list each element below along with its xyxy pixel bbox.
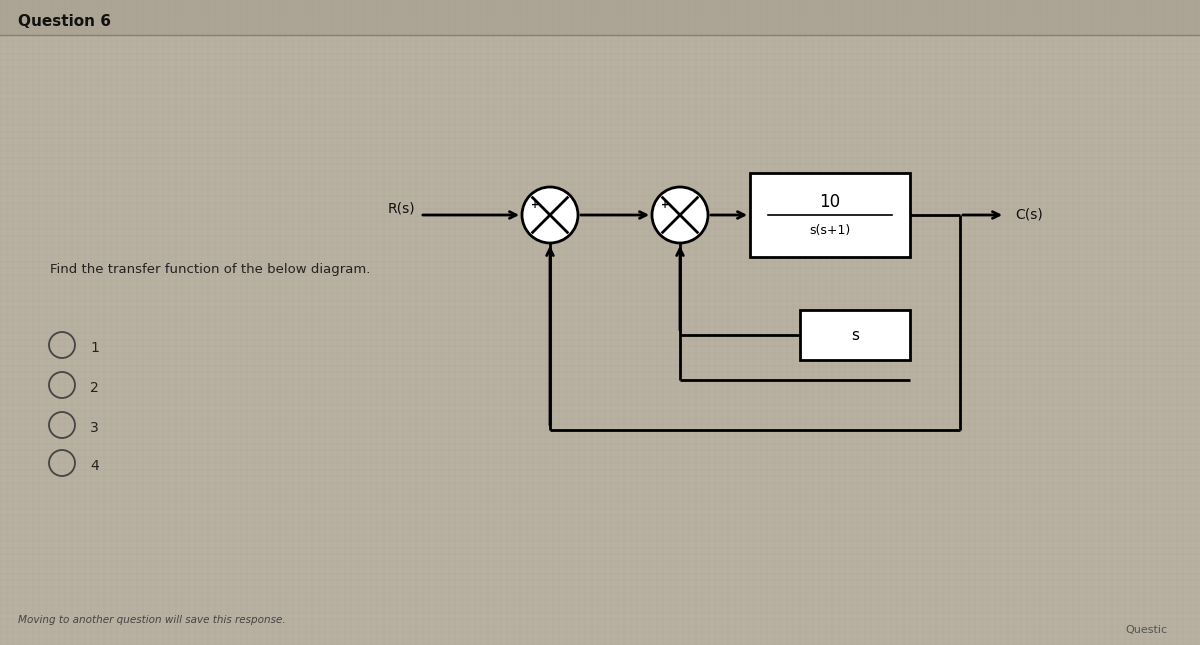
Text: 4: 4 <box>90 459 98 473</box>
Text: +: + <box>660 200 668 210</box>
Text: R(s): R(s) <box>388 201 415 215</box>
Text: C(s): C(s) <box>1015 208 1043 222</box>
Text: Moving to another question will save this response.: Moving to another question will save thi… <box>18 615 286 625</box>
Text: 1: 1 <box>90 341 98 355</box>
Text: s: s <box>851 328 859 342</box>
Text: 2: 2 <box>90 381 98 395</box>
Text: +: + <box>530 200 539 210</box>
Text: Question 6: Question 6 <box>18 14 112 30</box>
Text: 3: 3 <box>90 421 98 435</box>
Text: Find the transfer function of the below diagram.: Find the transfer function of the below … <box>50 263 371 276</box>
Text: 10: 10 <box>820 193 840 211</box>
Circle shape <box>522 187 578 243</box>
Text: Questic: Questic <box>1126 625 1168 635</box>
Circle shape <box>652 187 708 243</box>
Bar <box>800 310 910 360</box>
Bar <box>750 173 910 257</box>
Bar <box>0 0 1200 35</box>
Text: -: - <box>678 244 683 257</box>
Text: -: - <box>547 244 552 257</box>
Text: s(s+1): s(s+1) <box>809 224 851 237</box>
